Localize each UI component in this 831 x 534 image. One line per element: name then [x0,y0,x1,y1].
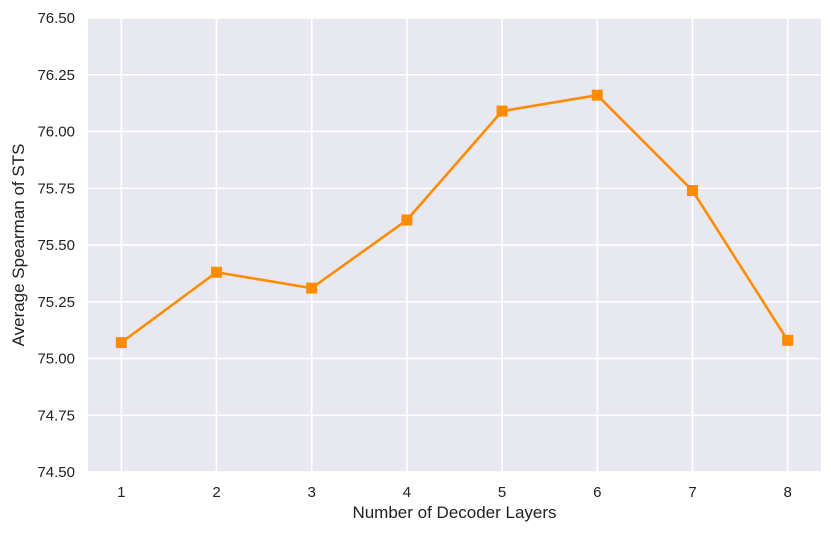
series-line [120,93,789,344]
data-point-marker [115,337,127,349]
tick-labels: 1 2 3 4 5 6 7 8 74.50 74.75 75.00 75.25 75.50 75.75 76… [37,10,791,501]
x-tick-label: 6 [593,484,601,501]
y-tick-label: 76.25 [37,67,75,84]
data-point-marker [401,214,413,226]
y-tick-label: 75.50 [37,237,75,254]
series-layer [115,89,794,349]
data-point-marker [211,266,223,278]
y-tick-label: 75.75 [37,180,75,197]
x-tick-label: 8 [784,484,792,501]
data-point-marker [306,282,318,294]
data-point-marker [782,334,794,346]
data-point-marker [496,105,508,117]
y-tick-label: 76.00 [37,124,75,141]
x-tick-label: 3 [308,484,316,501]
x-axis-label: Number of Decoder Layers [352,503,556,522]
y-tick-label: 75.25 [37,294,75,311]
y-tick-label: 75.00 [37,351,75,368]
y-tick-label: 74.75 [37,407,75,424]
grid-lines [88,17,821,473]
x-tick-label: 7 [688,484,696,501]
x-tick-label: 2 [212,484,220,501]
y-tick-label: 74.50 [37,464,75,481]
x-tick-label: 4 [403,484,411,501]
x-tick-label: 5 [498,484,506,501]
y-axis-label: Average Spearman of STS [9,144,28,347]
data-point-marker [686,185,698,197]
x-tick-label: 1 [117,484,125,501]
data-point-marker [591,89,603,101]
y-tick-label: 76.50 [37,10,75,27]
